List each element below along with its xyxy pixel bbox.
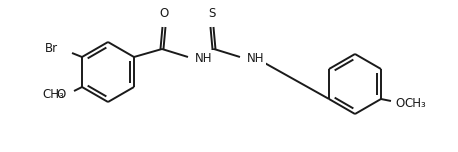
Text: Br: Br [45,43,58,55]
Text: CH₃: CH₃ [42,88,64,102]
Text: NH: NH [247,52,264,64]
Text: S: S [208,7,216,20]
Text: NH: NH [195,52,213,64]
Text: O: O [159,7,169,20]
Text: O: O [395,97,404,109]
Text: O: O [57,88,66,102]
Text: CH₃: CH₃ [404,97,426,109]
